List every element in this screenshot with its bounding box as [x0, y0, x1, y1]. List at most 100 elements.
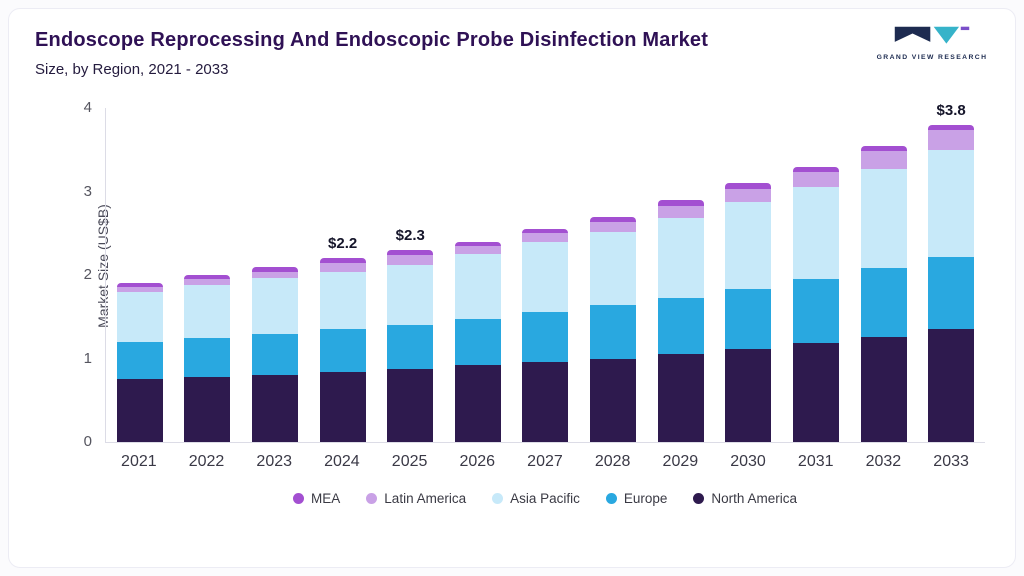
- bar-segment-north-america: [725, 349, 772, 442]
- bar-segment-north-america: [657, 354, 704, 442]
- legend: MEA Latin America Asia Pacific Europe North …: [105, 491, 985, 506]
- stacked-bar: [725, 183, 772, 442]
- legend-swatch: [605, 493, 617, 504]
- legend-swatch: [366, 493, 378, 504]
- legend-item-europe: Europe: [605, 491, 668, 506]
- x-axis-label: 2021: [121, 453, 157, 470]
- bar-segment-mea: [657, 199, 704, 206]
- bar-segment-latin-america: [184, 279, 231, 286]
- logo-text: GRAND VIEW RESEARCH: [876, 54, 988, 61]
- x-axis-label: 2026: [459, 453, 496, 470]
- bar-segment-europe: [319, 329, 366, 372]
- x-axis-label: 2027: [527, 453, 563, 470]
- bar-segment-latin-america: [792, 172, 839, 188]
- bar-column: [579, 108, 647, 442]
- bar-column: [241, 108, 309, 442]
- y-tick-label: 4: [83, 99, 92, 116]
- bar-segment-mea: [454, 241, 501, 246]
- bar-segment-europe: [116, 341, 163, 380]
- x-axis-label: 2033: [933, 453, 969, 470]
- bar-segment-europe: [928, 256, 975, 330]
- chart-header: Endoscope Reprocessing And Endoscopic Pr…: [9, 9, 1015, 78]
- bar-segment-mea: [860, 145, 907, 152]
- bar-column: [106, 108, 174, 442]
- x-axis-label: 2022: [188, 453, 225, 470]
- bar-segment-asia-pacific: [860, 168, 907, 269]
- stacked-bar: [184, 275, 231, 442]
- bar-segment-latin-america: [928, 129, 975, 150]
- x-axis-label: 2030: [730, 453, 766, 470]
- bar-segment-latin-america: [252, 271, 299, 279]
- bar-segment-mea: [522, 229, 569, 234]
- bar-column: [850, 108, 918, 442]
- bar-segment-latin-america: [116, 286, 163, 292]
- bar-segment-europe: [590, 305, 637, 359]
- x-axis-label: 2024: [324, 453, 360, 470]
- bar-column: [444, 108, 512, 442]
- y-tick-label: 1: [83, 349, 92, 367]
- bar-segment-north-america: [252, 375, 299, 442]
- bar-segment-europe: [657, 297, 704, 355]
- bar-segment-europe: [252, 334, 299, 376]
- bar-segment-north-america: [590, 358, 637, 442]
- bar-segment-north-america: [319, 371, 366, 442]
- bar-column: [782, 108, 850, 442]
- bar-segment-mea: [928, 124, 975, 130]
- plot-area: 0 1 2 3 4 $2.2 $2.3 $3.8: [84, 99, 985, 450]
- bar-column: $3.8: [917, 102, 985, 442]
- legend-label: Latin America: [384, 491, 467, 506]
- chart-subtitle: Size, by Region, 2021 - 2033: [35, 61, 229, 78]
- bar-segment-mea: [252, 266, 299, 272]
- bar-value-label: $2.2: [328, 235, 358, 253]
- bar-segment-latin-america: [725, 189, 772, 202]
- bar-segment-latin-america: [387, 254, 434, 265]
- legend-item-asia-pacific: Asia Pacific: [492, 491, 580, 506]
- bar-segment-mea: [387, 249, 434, 255]
- legend-label: MEA: [311, 491, 341, 506]
- bar-column: [512, 108, 580, 442]
- bar-segment-asia-pacific: [454, 254, 501, 320]
- bar-segment-asia-pacific: [928, 149, 975, 257]
- bar-segment-asia-pacific: [319, 271, 366, 330]
- legend-label: Asia Pacific: [510, 491, 580, 506]
- stacked-bar: [522, 229, 569, 442]
- stacked-bar: [590, 216, 637, 442]
- x-axis-label: 2029: [662, 453, 699, 470]
- chart-title: Endoscope Reprocessing And Endoscopic Pr…: [35, 29, 709, 51]
- chart: Market Size (US$B) 0 1 2 3 4 $2.2 $2.3 $3.8 202…: [84, 99, 985, 506]
- bar-column: [647, 108, 715, 442]
- stacked-bar: [454, 241, 501, 442]
- bar-segment-asia-pacific: [792, 187, 839, 280]
- x-axis-label: 2032: [865, 453, 902, 470]
- stacked-bar: [116, 283, 163, 442]
- bar-segment-asia-pacific: [252, 278, 299, 335]
- bar-segment-north-america: [454, 365, 501, 442]
- bar-segment-latin-america: [657, 205, 704, 219]
- bar-segment-mea: [725, 183, 772, 190]
- stacked-bar: [928, 124, 975, 442]
- bar-value-label: $2.3: [395, 226, 425, 244]
- bar-column: [174, 108, 242, 442]
- bar-column: [714, 108, 782, 442]
- bar-segment-north-america: [522, 361, 569, 442]
- bar-segment-mea: [590, 216, 637, 222]
- grand-view-research-logo: GRAND VIEW RESEARCH: [873, 25, 991, 61]
- x-axis-label: 2025: [391, 453, 428, 470]
- bars-row: $2.2 $2.3 $3.8: [106, 102, 985, 442]
- legend-swatch: [492, 493, 504, 504]
- bar-segment-europe: [454, 319, 501, 366]
- bar-segment-asia-pacific: [725, 201, 772, 290]
- y-tick-label: 3: [83, 182, 92, 200]
- bar-segment-asia-pacific: [387, 265, 434, 326]
- legend-label: Europe: [623, 491, 668, 506]
- bar-segment-north-america: [860, 336, 907, 442]
- bar-segment-latin-america: [454, 245, 501, 255]
- bar-segment-mea: [792, 166, 839, 173]
- bar-column: $2.3: [376, 108, 444, 442]
- legend-item-north-america: North America: [693, 491, 797, 506]
- legend-label: North America: [711, 491, 797, 506]
- bar-value-label: $3.8: [936, 101, 966, 119]
- legend-item-latin-america: Latin America: [366, 491, 466, 506]
- bar-segment-asia-pacific: [116, 291, 163, 342]
- bar-segment-europe: [522, 311, 569, 362]
